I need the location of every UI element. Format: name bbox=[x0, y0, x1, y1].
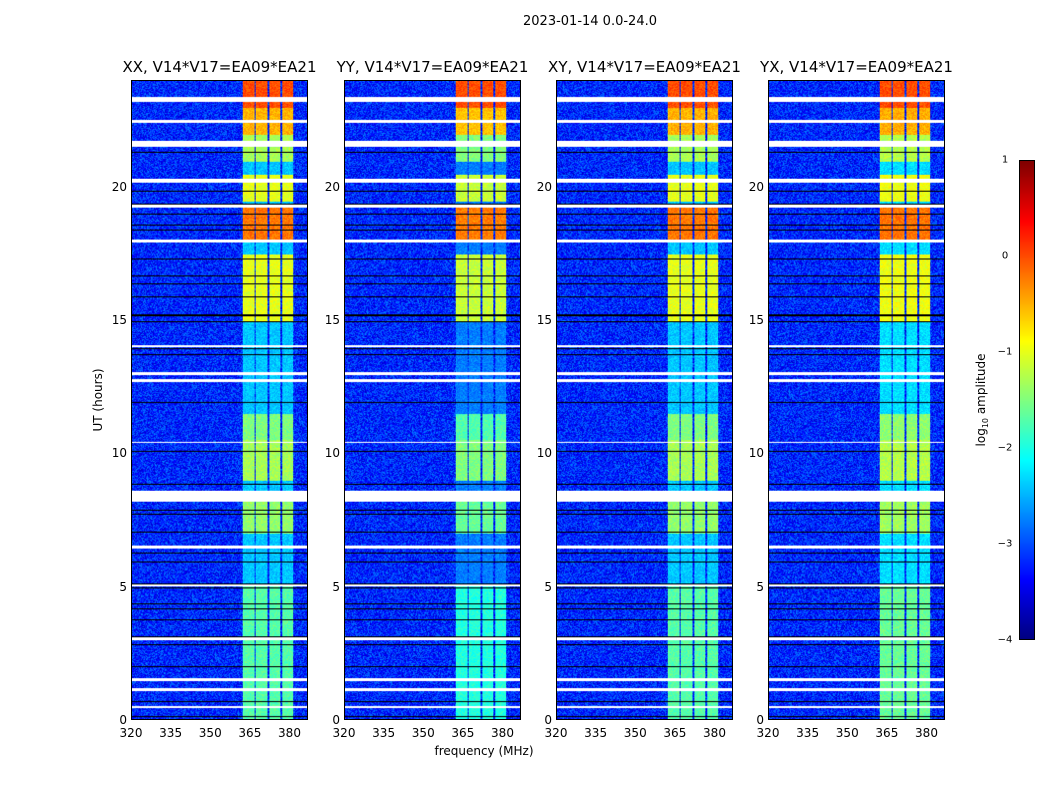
x-tick-label: 365 bbox=[451, 726, 475, 740]
y-tick-label: 10 bbox=[748, 446, 764, 461]
spectrogram-heatmap bbox=[768, 80, 945, 720]
x-tick-label: 335 bbox=[159, 726, 183, 740]
x-tick-label: 365 bbox=[663, 726, 687, 740]
spectrogram-heatmap bbox=[556, 80, 733, 720]
x-tick-label: 335 bbox=[796, 726, 820, 740]
colorbar-tick-label: 1 bbox=[1001, 154, 1009, 166]
y-axis-label: UT (hours) bbox=[91, 368, 105, 432]
colorbar-label: log10 amplitude bbox=[973, 353, 991, 447]
x-tick-label: 320 bbox=[332, 726, 356, 740]
y-tick-label: 20 bbox=[324, 179, 340, 194]
x-tick-label: 320 bbox=[119, 726, 143, 740]
colorbar-tick-label: −2 bbox=[997, 442, 1013, 454]
x-tick-label: 320 bbox=[544, 726, 568, 740]
y-tick-label: 10 bbox=[536, 446, 552, 461]
panel-title: XY, V14*V17=EA09*EA21 bbox=[548, 58, 741, 76]
spectrogram-heatmap bbox=[344, 80, 521, 720]
figure-title: 2023-01-14 0.0-24.0 bbox=[523, 14, 657, 29]
y-tick-label: 0 bbox=[332, 713, 340, 727]
x-tick-label: 365 bbox=[875, 726, 899, 740]
colorbar-tick-label: −1 bbox=[997, 346, 1013, 358]
spectrogram-heatmap bbox=[131, 80, 308, 720]
x-tick-label: 380 bbox=[915, 726, 938, 740]
y-tick-label: 5 bbox=[332, 579, 340, 594]
y-tick-label: 5 bbox=[119, 579, 127, 594]
y-tick-label: 5 bbox=[544, 579, 552, 594]
x-tick-label: 350 bbox=[835, 726, 859, 740]
panel-title: XX, V14*V17=EA09*EA21 bbox=[122, 58, 317, 76]
y-tick-label: 15 bbox=[324, 313, 340, 327]
colorbar bbox=[1019, 160, 1035, 640]
y-tick-label: 15 bbox=[748, 313, 764, 327]
y-tick-label: 0 bbox=[119, 713, 127, 727]
panel-title: YX, V14*V17=EA09*EA21 bbox=[760, 58, 953, 76]
y-tick-label: 20 bbox=[748, 179, 764, 194]
x-tick-label: 350 bbox=[623, 726, 647, 740]
y-tick-label: 10 bbox=[111, 446, 127, 461]
y-tick-label: 20 bbox=[111, 179, 127, 194]
colorbar-tick-label: 0 bbox=[1001, 250, 1009, 262]
y-tick-label: 15 bbox=[536, 313, 552, 327]
x-tick-label: 320 bbox=[756, 726, 780, 740]
x-tick-label: 350 bbox=[198, 726, 222, 740]
x-tick-label: 335 bbox=[584, 726, 608, 740]
y-tick-label: 15 bbox=[111, 313, 127, 327]
spectrogram-panel: YY, V14*V17=EA09*EA21 320 335 350 365 380 0 5 10… bbox=[325, 58, 529, 740]
y-tick-label: 20 bbox=[536, 179, 552, 194]
y-tick-label: 10 bbox=[324, 446, 340, 461]
panel-title: YY, V14*V17=EA09*EA21 bbox=[336, 58, 529, 76]
colorbar-tick-label: −4 bbox=[997, 634, 1013, 646]
x-tick-label: 380 bbox=[491, 726, 514, 740]
colorbar-tick-label: −3 bbox=[997, 538, 1013, 550]
y-tick-label: 0 bbox=[544, 713, 552, 727]
spectrogram-panel: XY, V14*V17=EA09*EA21 320 335 350 365 380 0 5 10… bbox=[537, 58, 741, 740]
x-tick-label: 380 bbox=[278, 726, 301, 740]
x-tick-label: 335 bbox=[372, 726, 396, 740]
x-tick-label: 350 bbox=[411, 726, 435, 740]
x-tick-label: 380 bbox=[703, 726, 726, 740]
x-axis-label: frequency (MHz) bbox=[434, 744, 534, 758]
spectrogram-panel: YX, V14*V17=EA09*EA21 320 335 350 365 380 0 5 10… bbox=[749, 58, 953, 740]
y-tick-label: 0 bbox=[756, 713, 764, 727]
spectrogram-panel: XX, V14*V17=EA09*EA21 320 335 350 365 380 0 5 10… bbox=[112, 58, 317, 740]
y-tick-label: 5 bbox=[756, 579, 764, 594]
x-tick-label: 365 bbox=[238, 726, 262, 740]
